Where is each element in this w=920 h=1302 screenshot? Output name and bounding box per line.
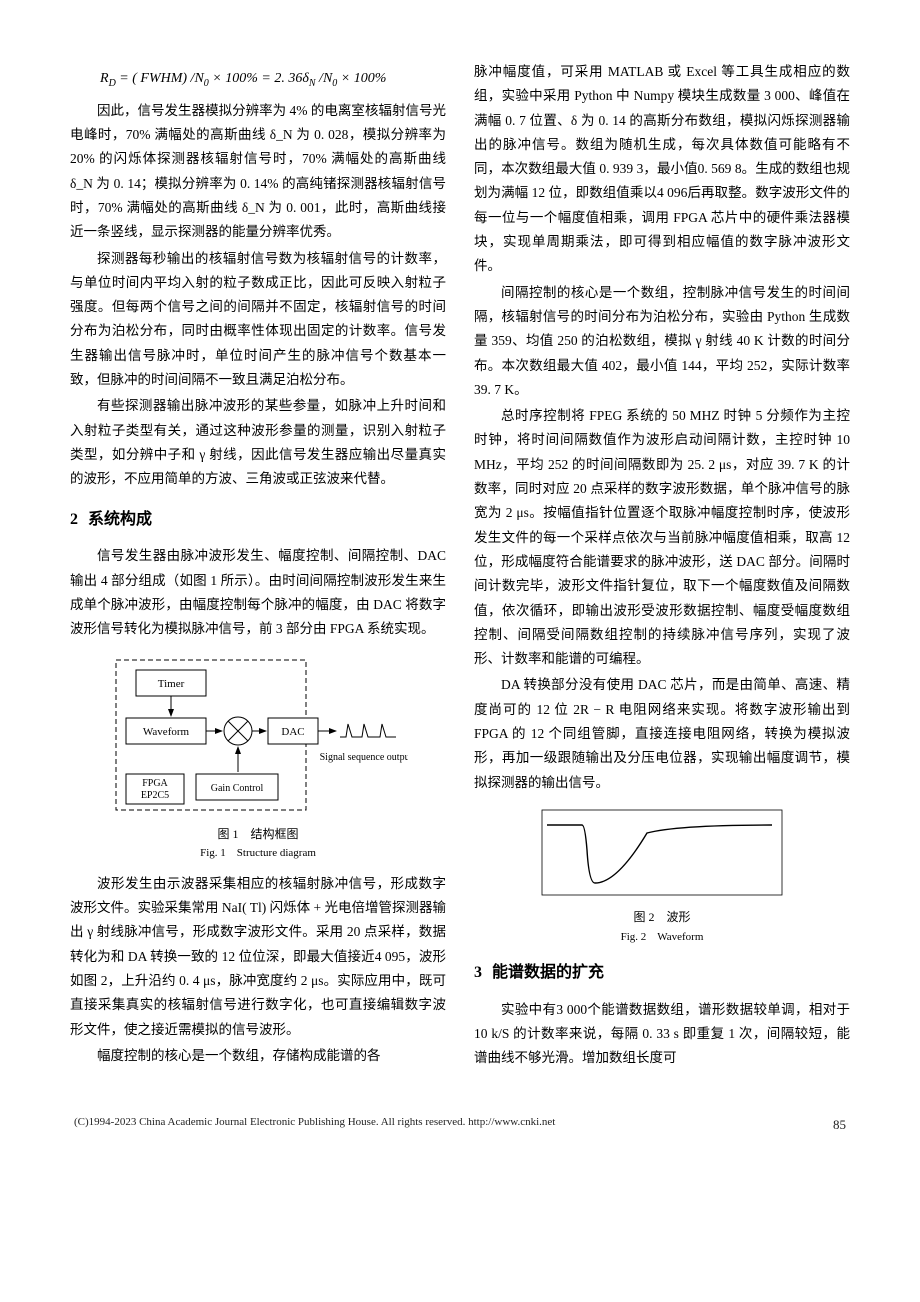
- section-2-heading: 2 系统构成: [70, 506, 446, 535]
- figure-1-svg: Timer Waveform DAC FPGA EP2C5 Gain Contr…: [108, 652, 408, 822]
- para-c1-3: 有些探测器输出脉冲波形的某些参量，如脉冲上升时间和入射粒子类型有关，通过这种波形…: [70, 394, 446, 491]
- para-c1-2: 探测器每秒输出的核辐射信号数为核辐射信号的计数率，与单位时间内平均入射的粒子数成…: [70, 247, 446, 393]
- fig1-caption-en: Fig. 1 Structure diagram: [70, 846, 446, 861]
- figure-1: Timer Waveform DAC FPGA EP2C5 Gain Contr…: [70, 652, 446, 862]
- footer-copyright: (C)1994-2023 China Academic Journal Elec…: [74, 1113, 555, 1136]
- para-c1-5: 波形发生由示波器采集相应的核辐射脉冲信号，形成数字波形文件。实验采集常用 NaI…: [70, 872, 446, 1042]
- right-column: 脉冲幅度值，可采用 MATLAB 或 Excel 等工具生成相应的数组，实验中采…: [474, 60, 850, 1073]
- svg-text:EP2C5: EP2C5: [141, 790, 169, 801]
- section-3-heading: 3 能谱数据的扩充: [474, 959, 850, 988]
- page-footer: (C)1994-2023 China Academic Journal Elec…: [70, 1113, 850, 1136]
- para-c2-1: 脉冲幅度值，可采用 MATLAB 或 Excel 等工具生成相应的数组，实验中采…: [474, 60, 850, 279]
- fig2-caption-cn: 图 2 波形: [474, 909, 850, 926]
- para-c1-6: 幅度控制的核心是一个数组，存储构成能谱的各: [70, 1044, 446, 1068]
- fig2-caption-en: Fig. 2 Waveform: [474, 930, 850, 945]
- figure-2: 图 2 波形 Fig. 2 Waveform: [474, 805, 850, 945]
- page-number: 85: [833, 1113, 846, 1136]
- section-2-title: 系统构成: [88, 511, 152, 528]
- para-c1-1: 因此，信号发生器模拟分辨率为 4% 的电离室核辐射信号光电峰时，70% 满幅处的…: [70, 99, 446, 245]
- two-column-layout: RD = ( FWHM) /N0 × 100% = 2. 36δN /N0 × …: [70, 60, 850, 1073]
- left-column: RD = ( FWHM) /N0 × 100% = 2. 36δN /N0 × …: [70, 60, 446, 1073]
- fig1-gain-label: Gain Control: [211, 783, 264, 794]
- fig1-waveform-label: Waveform: [143, 726, 190, 738]
- para-c2-2: 间隔控制的核心是一个数组，控制脉冲信号发生的时间间隔，核辐射信号的时间分布为泊松…: [474, 281, 850, 402]
- section-3-num: 3: [474, 964, 482, 981]
- para-c2-3: 总时序控制将 FPEG 系统的 50 MHZ 时钟 5 分频作为主控时钟，将时间…: [474, 404, 850, 671]
- fig1-timer-label: Timer: [158, 678, 185, 690]
- svg-text:FPGA: FPGA: [142, 778, 168, 789]
- figure-2-svg: [537, 805, 787, 905]
- section-2-num: 2: [70, 511, 78, 528]
- formula-rd: RD = ( FWHM) /N0 × 100% = 2. 36δN /N0 × …: [100, 66, 446, 93]
- section-3-title: 能谱数据的扩充: [492, 964, 604, 981]
- para-c2-4: DA 转换部分没有使用 DAC 芯片，而是由简单、高速、精度尚可的 12 位 2…: [474, 673, 850, 794]
- fig1-sigout-label: Signal sequence output: [320, 752, 408, 763]
- para-c2-5: 实验中有3 000个能谱数据数组，谱形数据较单调，相对于 10 k/S 的计数率…: [474, 998, 850, 1071]
- fig1-caption-cn: 图 1 结构框图: [70, 826, 446, 843]
- fig1-dac-label: DAC: [281, 726, 304, 738]
- para-c1-4: 信号发生器由脉冲波形发生、幅度控制、间隔控制、DAC 输出 4 部分组成（如图 …: [70, 544, 446, 641]
